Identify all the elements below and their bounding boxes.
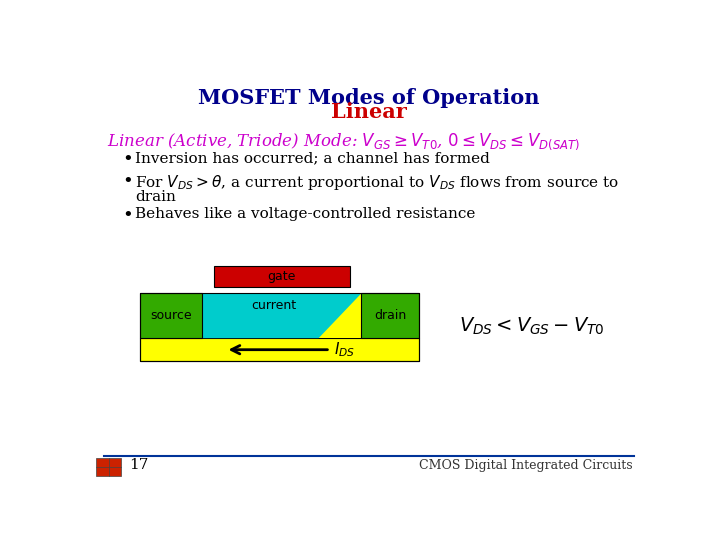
Text: •: • (122, 207, 133, 225)
Bar (214, 266, 350, 287)
Bar (140, 338, 419, 361)
Text: drain: drain (374, 309, 406, 322)
Text: Behaves like a voltage-controlled resistance: Behaves like a voltage-controlled resist… (135, 207, 475, 221)
Text: drain: drain (135, 190, 176, 204)
Text: gate: gate (268, 270, 296, 283)
Bar (96, 457, 121, 476)
Text: Linear (Active, Triode) Mode: $\mathit{V_{GS}}$$\geq$$\mathit{V_{T0}}$, $\mathit: Linear (Active, Triode) Mode: $\mathit{V… (107, 132, 580, 152)
Polygon shape (202, 294, 361, 338)
Text: current: current (251, 300, 297, 313)
Text: source: source (150, 309, 192, 322)
Bar (140, 294, 419, 361)
Text: 17: 17 (129, 458, 148, 472)
Text: •: • (122, 151, 133, 169)
Bar (140, 293, 202, 338)
Bar (202, 293, 361, 338)
Text: $\mathit{V_{DS} < V_{GS} - V_{T0}}$: $\mathit{V_{DS} < V_{GS} - V_{T0}}$ (459, 316, 605, 338)
Text: •: • (122, 173, 133, 191)
Text: $\mathit{I_{DS}}$: $\mathit{I_{DS}}$ (334, 340, 355, 359)
Text: For $\mathit{V_{DS}}$$>\mathit{\theta}$, a current proportional to $\mathit{V_{D: For $\mathit{V_{DS}}$$>\mathit{\theta}$,… (135, 173, 619, 192)
Text: CMOS Digital Integrated Circuits: CMOS Digital Integrated Circuits (419, 458, 632, 472)
Text: Inversion has occurred; a channel has formed: Inversion has occurred; a channel has fo… (135, 151, 490, 165)
Text: Linear: Linear (331, 102, 407, 122)
Text: MOSFET Modes of Operation: MOSFET Modes of Operation (198, 88, 540, 108)
Bar (361, 293, 419, 338)
